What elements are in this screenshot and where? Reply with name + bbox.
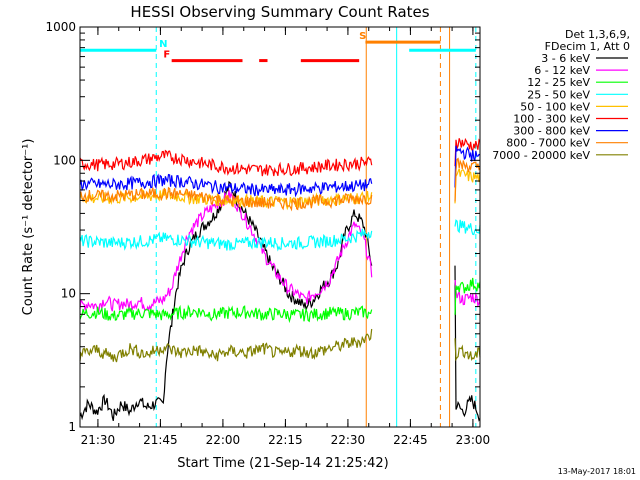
series-line-2 — [79, 277, 481, 324]
flag-label-S: S — [359, 31, 366, 42]
ticks-layer: 21:30 21:45 22:00 22:15 22:30 22:45 23:00 1 10 10… — [45, 20, 490, 447]
legend: Det 1,3,6,9, FDecim 1, Att 0 3 - 6 keV6 … — [492, 28, 630, 162]
x-axis-label: Start Time (21-Sep-14 21:25:42) — [177, 456, 388, 471]
series-line-3 — [79, 219, 481, 252]
y-tick-label-0: 1 — [68, 420, 76, 434]
x-tick-label-2: 22:00 — [206, 433, 241, 447]
legend-header-line-1: Det 1,3,6,9, — [565, 28, 630, 41]
series-line-5 — [79, 137, 481, 177]
legend-label-4: 50 - 100 keV — [520, 100, 590, 113]
legend-label-0: 3 - 6 keV — [541, 52, 590, 65]
legend-label-6: 300 - 800 keV — [513, 125, 590, 138]
series-line-7 — [79, 157, 481, 212]
x-tick-label-6: 23:00 — [456, 433, 491, 447]
x-tick-label-1: 21:45 — [143, 433, 178, 447]
legend-label-8: 7000 - 20000 keV — [492, 149, 590, 162]
legend-label-2: 12 - 25 keV — [527, 76, 590, 89]
flags-layer: NF S — [80, 31, 476, 63]
x-tick-label-3: 22:15 — [268, 433, 303, 447]
legend-label-5: 100 - 300 keV — [513, 113, 590, 126]
footer-timestamp: 13-May-2017 18:01 — [558, 467, 636, 476]
y-axis-label: Count Rate (s⁻¹ detector⁻¹) — [21, 139, 36, 316]
x-tick-label-4: 22:30 — [331, 433, 366, 447]
legend-label-7: 800 - 7000 keV — [506, 137, 590, 150]
y-tick-label-3: 1000 — [45, 20, 76, 34]
x-tick-label-5: 22:45 — [393, 433, 428, 447]
series-line-6 — [79, 145, 481, 198]
plot-frame — [79, 26, 481, 428]
series-line-8 — [79, 328, 481, 363]
flag-label-N: N — [159, 39, 167, 50]
chart-title: HESSI Observing Summary Count Rates — [130, 3, 429, 21]
legend-label-1: 6 - 12 keV — [534, 64, 590, 77]
flag-label-F: F — [163, 50, 170, 61]
y-tick-label-2: 100 — [53, 153, 76, 167]
x-tick-label-0: 21:30 — [81, 433, 116, 447]
legend-header-line-2: FDecim 1, Att 0 — [545, 40, 630, 53]
legend-label-3: 25 - 50 keV — [527, 88, 590, 101]
series-layer — [79, 137, 481, 422]
y-tick-label-1: 10 — [61, 287, 76, 301]
